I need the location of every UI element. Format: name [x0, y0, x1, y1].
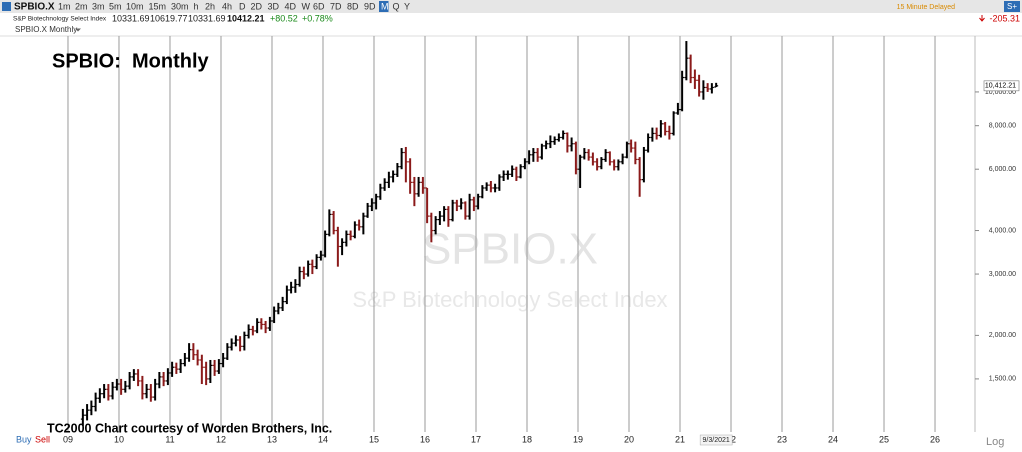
app-icon: [2, 2, 11, 11]
y-tick-label: 10,000.00: [985, 89, 1016, 96]
quote-close: 10412.21: [227, 13, 265, 23]
last-price-label: 10,412.21: [985, 83, 1016, 90]
credit: TC2000 Chart courtesy of Worden Brothers…: [47, 421, 332, 435]
y-tick-label: 3,000.00: [989, 271, 1016, 278]
quote-low: 10331.69: [188, 13, 226, 23]
index-name: S&P Biotechnology Select Index: [13, 16, 107, 23]
x-tick-label: 23: [777, 434, 787, 444]
quote-change-pct: +0.78%: [302, 13, 333, 23]
timeframe-button[interactable]: 9D: [364, 1, 376, 11]
timeframe-button[interactable]: 10m: [126, 1, 144, 11]
timeframe-button[interactable]: D: [239, 1, 246, 11]
dropdown-arrow[interactable]: [75, 28, 81, 32]
sell-button[interactable]: Sell: [35, 434, 50, 444]
x-tick-label: 26: [930, 434, 940, 444]
timeframe-button[interactable]: 3D: [268, 1, 280, 11]
timeframe-button[interactable]: 8D: [347, 1, 359, 11]
timeframe-button[interactable]: 1m: [58, 1, 71, 11]
x-tick-label: 16: [420, 434, 430, 444]
watermark-subtitle: S&P Biotechnology Select Index: [352, 287, 667, 312]
x-tick-label: 09: [63, 434, 73, 444]
buy-button[interactable]: Buy: [16, 434, 32, 444]
timeframe-button[interactable]: W: [302, 1, 311, 11]
timeframe-button[interactable]: 6D: [313, 1, 325, 11]
last-price-box: [983, 80, 1020, 92]
date-label: 9/3/2021: [703, 437, 730, 444]
symbol[interactable]: SPBIO.X: [14, 2, 55, 13]
alert-arrow: [979, 15, 985, 22]
timeframe-button[interactable]: 30m: [171, 1, 189, 11]
x-tick-label: 12: [216, 434, 226, 444]
timeframe-active[interactable]: [379, 1, 389, 12]
timeframe-button[interactable]: 2D: [251, 1, 263, 11]
timeframe-button[interactable]: 3m: [92, 1, 105, 11]
x-tick-label: 24: [828, 434, 838, 444]
badge[interactable]: S+: [1007, 2, 1017, 11]
x-tick-label: 19: [573, 434, 583, 444]
timeframe-button[interactable]: 2m: [75, 1, 88, 11]
watermark: SPBIO.X: [422, 225, 598, 274]
quote-change: +80.52: [270, 13, 298, 23]
scale-toggle[interactable]: Log: [986, 436, 1004, 448]
x-tick-label: 21: [675, 434, 685, 444]
x-tick-label: 25: [879, 434, 889, 444]
timeframe-button[interactable]: 4h: [222, 1, 232, 11]
y-tick-label: 1,500.00: [989, 376, 1016, 383]
chart-title: SPBIO: Monthly: [52, 50, 210, 72]
alert-value: -205.31: [989, 13, 1020, 23]
toolbar: [0, 0, 1022, 13]
y-tick-label: 2,000.00: [989, 332, 1016, 339]
x-tick-label: 17: [471, 434, 481, 444]
badge-box[interactable]: [1004, 1, 1020, 12]
date-box: [699, 434, 733, 446]
y-tick-label: 4,000.00: [989, 227, 1016, 234]
quote-open: 10331.69: [112, 13, 150, 23]
y-tick-label: 8,000.00: [989, 123, 1016, 130]
timeframe-button[interactable]: h: [194, 1, 199, 11]
x-tick-label: 13: [267, 434, 277, 444]
x-tick-label: 15: [369, 434, 379, 444]
x-tick-label: 10: [114, 434, 124, 444]
timeframe-button[interactable]: 7D: [330, 1, 342, 11]
timeframe-button[interactable]: 15m: [149, 1, 167, 11]
delay-note: 15 Minute Delayed: [897, 4, 955, 11]
timeframe-button[interactable]: 4D: [285, 1, 297, 11]
timeframe-button[interactable]: Q: [393, 1, 400, 11]
x-tick-label: 20: [624, 434, 634, 444]
timeframe-button[interactable]: Y: [404, 1, 410, 11]
timeframe-button[interactable]: 5m: [109, 1, 122, 11]
x-tick-label: 14: [318, 434, 328, 444]
chart-label[interactable]: SPBIO.X Monthly: [15, 25, 77, 34]
quote-high: 10619.77: [150, 13, 188, 23]
timeframe-button[interactable]: M: [381, 1, 389, 11]
timeframe-button[interactable]: 2h: [205, 1, 215, 11]
x-tick-label: 11: [165, 434, 174, 444]
y-tick-label: 6,000.00: [989, 166, 1016, 173]
x-tick-label: 18: [522, 434, 532, 444]
